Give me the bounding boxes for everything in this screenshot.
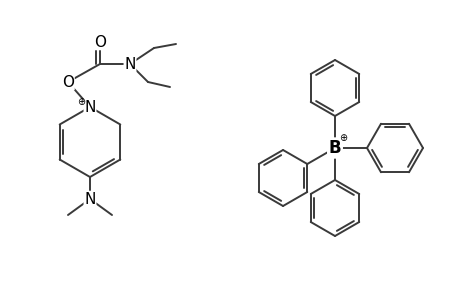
Text: N: N [84,191,95,206]
Text: O: O [62,74,74,89]
Text: ⊕: ⊕ [77,97,85,107]
Text: N: N [84,100,95,115]
Text: N: N [124,56,135,71]
Text: ⊕: ⊕ [338,133,346,143]
Text: O: O [94,34,106,50]
Text: B: B [328,139,341,157]
